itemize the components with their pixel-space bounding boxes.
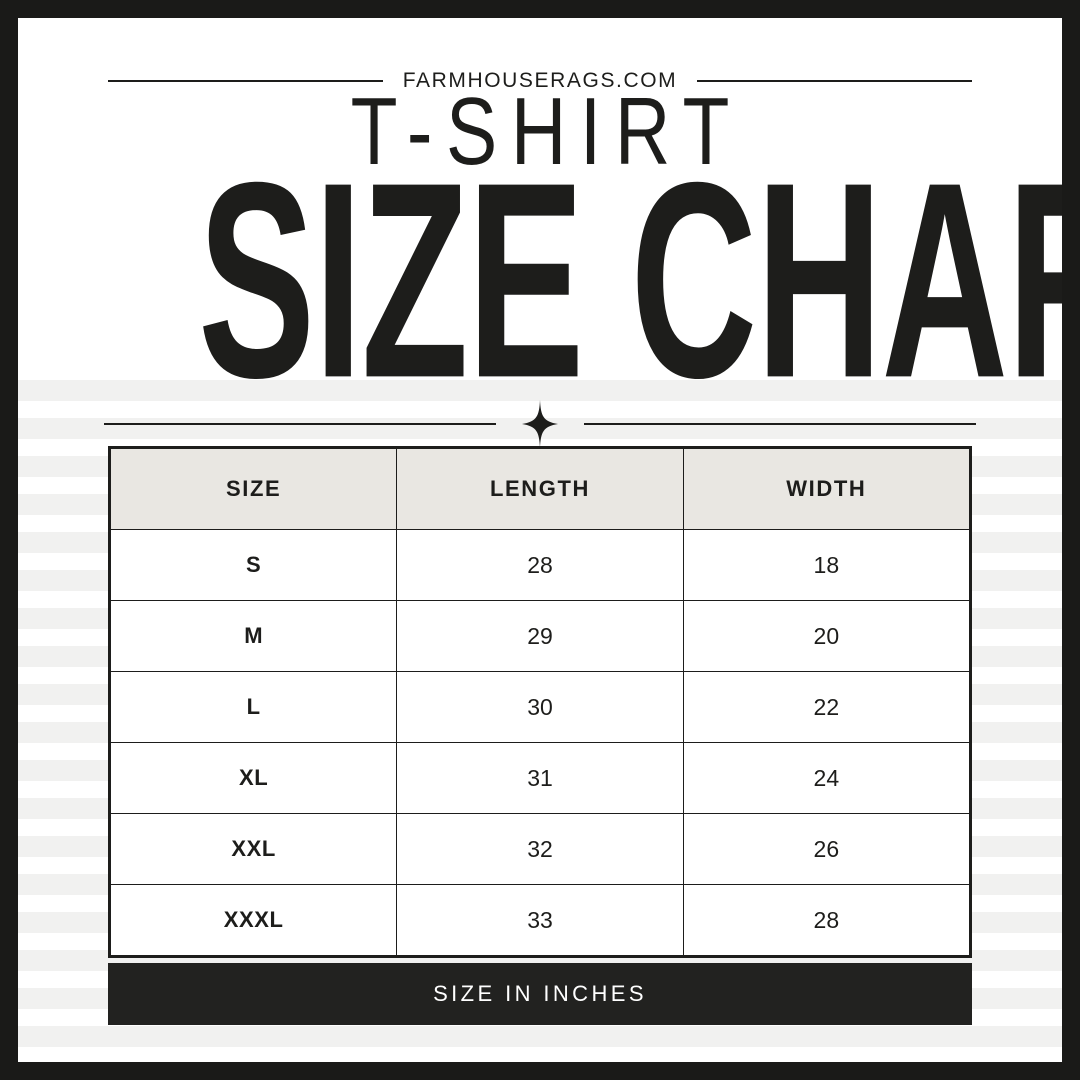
- sparkle-icon: [522, 400, 558, 448]
- cell-width: 22: [682, 671, 971, 743]
- cell-width: 28: [682, 884, 971, 956]
- cell-length: 32: [396, 813, 684, 885]
- cell-length: 31: [396, 742, 684, 814]
- cell-width: 24: [682, 742, 971, 814]
- chart-canvas: FARMHOUSERAGS.COM T-SHIRT SIZE CHART SIZ…: [18, 18, 1062, 1062]
- units-label: SIZE IN INCHES: [433, 981, 647, 1006]
- table-row: XL 31 24: [109, 742, 971, 814]
- brand-rule-right: [697, 80, 972, 82]
- table-row: L 30 22: [109, 671, 971, 743]
- size-chart-table: SIZE LENGTH WIDTH S 28 18 M 29 20: [108, 446, 972, 958]
- title-eyebrow: T-SHIRT: [350, 78, 744, 185]
- divider-rule-left: [104, 423, 496, 425]
- column-header-size: SIZE: [109, 448, 398, 530]
- brand-row: FARMHOUSERAGS.COM: [108, 64, 972, 98]
- brand-rule-left: [108, 80, 383, 82]
- cell-size: XXXL: [109, 884, 398, 956]
- table-row: XXL 32 26: [109, 813, 971, 885]
- cell-width: 20: [682, 600, 971, 672]
- column-header-width: WIDTH: [682, 448, 971, 530]
- cell-size: M: [109, 600, 398, 672]
- sparkle-divider: [104, 400, 976, 448]
- page-title: SIZE CHART: [198, 123, 1062, 436]
- table-row: M 29 20: [109, 600, 971, 672]
- column-header-length: LENGTH: [396, 448, 684, 530]
- brand-name: FARMHOUSERAGS.COM: [402, 69, 678, 92]
- cell-size: L: [109, 671, 398, 743]
- cell-size: XXL: [109, 813, 398, 885]
- table-header-row: SIZE LENGTH WIDTH: [109, 448, 971, 530]
- cell-length: 30: [396, 671, 684, 743]
- cell-length: 28: [396, 529, 684, 601]
- cell-size: S: [109, 529, 398, 601]
- table-row: S 28 18: [109, 529, 971, 601]
- table-row: XXXL 33 28: [109, 884, 971, 956]
- divider-rule-right: [584, 423, 976, 425]
- cell-size: XL: [109, 742, 398, 814]
- units-footer-bar: SIZE IN INCHES: [108, 963, 972, 1025]
- cell-width: 26: [682, 813, 971, 885]
- cell-length: 33: [396, 884, 684, 956]
- cell-length: 29: [396, 600, 684, 672]
- cell-width: 18: [682, 529, 971, 601]
